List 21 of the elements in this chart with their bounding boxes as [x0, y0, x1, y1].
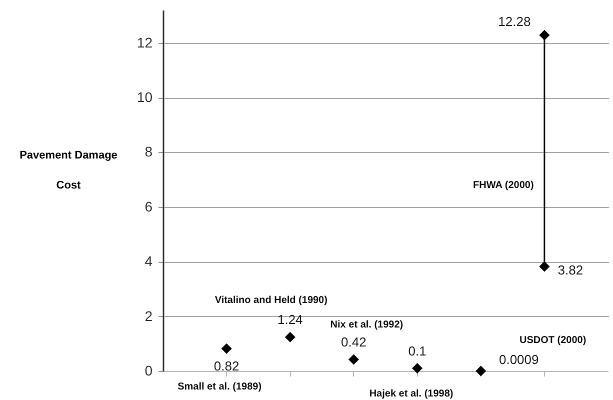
y-tick-label: 0 [144, 362, 153, 378]
data-label: 0.42 [341, 334, 366, 350]
annotation: Nix et al. (1992) [330, 320, 404, 331]
annotation: Vitalino and Held (1990) [214, 295, 328, 306]
text: Pavement Damage Cost [20, 150, 118, 192]
data-label: 12.28 [498, 14, 531, 30]
annotation: USDOT (2000) [520, 334, 586, 346]
data-label: 0.0009 [498, 352, 539, 367]
data-label: 0.1 [408, 343, 426, 358]
y-tick-label: 4 [144, 253, 153, 270]
data-label: 0.82 [214, 358, 240, 374]
data-label: 3.82 [558, 262, 584, 278]
annotation: FHWA (2000) [473, 180, 534, 192]
y-tick-label: 10 [136, 89, 153, 106]
y-tick-label: 8 [144, 144, 153, 160]
data-label: 1.24 [277, 312, 303, 328]
text: Hajek et al. (1998) [369, 388, 454, 400]
y-tick-label: 6 [144, 198, 153, 214]
y-tick-label: 2 [144, 308, 153, 324]
text: Small et al. (1989) [178, 382, 262, 393]
y-tick-label: 12 [136, 34, 153, 50]
